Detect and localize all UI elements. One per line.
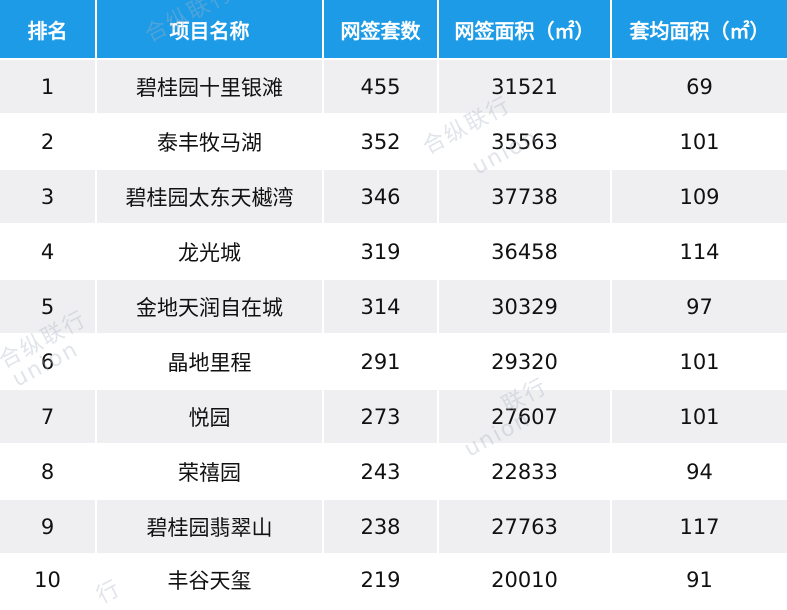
cell-sales-area: 31521 xyxy=(439,60,612,115)
cell-sales-units: 319 xyxy=(324,225,439,280)
cell-sales-area: 36458 xyxy=(439,225,612,280)
cell-sales-area: 20010 xyxy=(439,555,612,605)
table-row: 6 晶地里程 291 29320 101 xyxy=(0,335,787,390)
cell-project-name: 晶地里程 xyxy=(97,335,324,390)
cell-project-name: 碧桂园太东天樾湾 xyxy=(97,170,324,225)
cell-avg-area: 101 xyxy=(612,335,787,390)
cell-rank: 3 xyxy=(0,170,97,225)
cell-project-name: 龙光城 xyxy=(97,225,324,280)
cell-avg-area: 109 xyxy=(612,170,787,225)
cell-avg-area: 101 xyxy=(612,390,787,445)
cell-rank: 6 xyxy=(0,335,97,390)
cell-sales-units: 238 xyxy=(324,500,439,555)
cell-sales-area: 22833 xyxy=(439,445,612,500)
cell-sales-area: 29320 xyxy=(439,335,612,390)
table-row: 10 丰谷天玺 219 20010 91 xyxy=(0,555,787,605)
table-row: 2 泰丰牧马湖 352 35563 101 xyxy=(0,115,787,170)
cell-sales-units: 346 xyxy=(324,170,439,225)
cell-rank: 7 xyxy=(0,390,97,445)
header-rank: 排名 xyxy=(0,0,97,60)
cell-sales-area: 30329 xyxy=(439,280,612,335)
cell-rank: 10 xyxy=(0,555,97,605)
cell-sales-units: 455 xyxy=(324,60,439,115)
cell-avg-area: 97 xyxy=(612,280,787,335)
cell-project-name: 丰谷天玺 xyxy=(97,555,324,605)
cell-avg-area: 69 xyxy=(612,60,787,115)
cell-rank: 2 xyxy=(0,115,97,170)
cell-rank: 4 xyxy=(0,225,97,280)
cell-sales-units: 352 xyxy=(324,115,439,170)
cell-avg-area: 94 xyxy=(612,445,787,500)
cell-sales-units: 314 xyxy=(324,280,439,335)
header-sales-units: 网签套数 xyxy=(324,0,439,60)
cell-sales-area: 27607 xyxy=(439,390,612,445)
cell-rank: 5 xyxy=(0,280,97,335)
cell-sales-units: 219 xyxy=(324,555,439,605)
cell-sales-area: 35563 xyxy=(439,115,612,170)
cell-rank: 1 xyxy=(0,60,97,115)
cell-avg-area: 117 xyxy=(612,500,787,555)
cell-project-name: 碧桂园翡翠山 xyxy=(97,500,324,555)
cell-project-name: 泰丰牧马湖 xyxy=(97,115,324,170)
header-row: 排名 项目名称 网签套数 网签面积（㎡） 套均面积（㎡） xyxy=(0,0,787,60)
table-row: 3 碧桂园太东天樾湾 346 37738 109 xyxy=(0,170,787,225)
cell-avg-area: 114 xyxy=(612,225,787,280)
table-row: 1 碧桂园十里银滩 455 31521 69 xyxy=(0,60,787,115)
cell-project-name: 金地天润自在城 xyxy=(97,280,324,335)
table-row: 8 荣禧园 243 22833 94 xyxy=(0,445,787,500)
table-row: 4 龙光城 319 36458 114 xyxy=(0,225,787,280)
cell-project-name: 悦园 xyxy=(97,390,324,445)
cell-rank: 9 xyxy=(0,500,97,555)
cell-sales-area: 27763 xyxy=(439,500,612,555)
cell-project-name: 碧桂园十里银滩 xyxy=(97,60,324,115)
table-row: 7 悦园 273 27607 101 xyxy=(0,390,787,445)
cell-sales-units: 273 xyxy=(324,390,439,445)
cell-project-name: 荣禧园 xyxy=(97,445,324,500)
cell-sales-area: 37738 xyxy=(439,170,612,225)
header-sales-area: 网签面积（㎡） xyxy=(439,0,612,60)
table-row: 9 碧桂园翡翠山 238 27763 117 xyxy=(0,500,787,555)
header-avg-area: 套均面积（㎡） xyxy=(612,0,787,60)
header-project-name: 项目名称 xyxy=(97,0,324,60)
cell-avg-area: 91 xyxy=(612,555,787,605)
cell-sales-units: 291 xyxy=(324,335,439,390)
cell-rank: 8 xyxy=(0,445,97,500)
table-row: 5 金地天润自在城 314 30329 97 xyxy=(0,280,787,335)
cell-sales-units: 243 xyxy=(324,445,439,500)
cell-avg-area: 101 xyxy=(612,115,787,170)
